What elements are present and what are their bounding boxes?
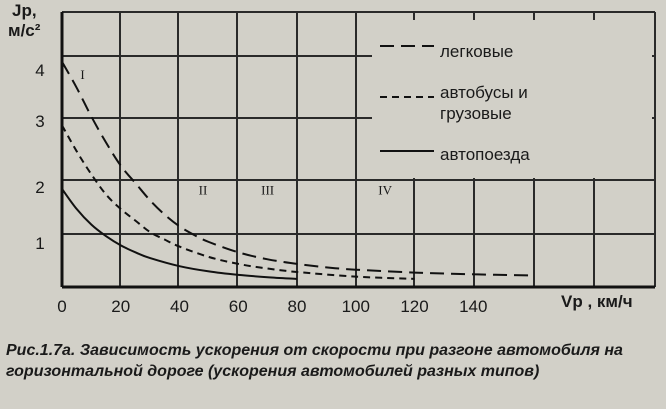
series-line-1 — [61, 61, 533, 277]
chart-tick-labels: 0 20 40 60 80 100 120 140 1 2 3 4 — [35, 61, 487, 316]
x-axis-label: Vp , км/ч — [561, 292, 633, 311]
x-tick-label: 120 — [400, 297, 428, 316]
legend-label-2: автобусы и грузовые — [440, 83, 528, 123]
chart-legend: легковые автобусы и грузовые автопоезда — [372, 20, 652, 178]
y-axis-unit: м/с² — [8, 21, 41, 40]
chart-series — [61, 61, 533, 280]
legend-label-3: автопоезда — [440, 145, 530, 164]
series-line-3 — [61, 188, 298, 280]
figure-caption: Рис.1.7а. Зависимость ускорения от скоро… — [6, 342, 623, 380]
chart-zone-labels: III III IV — [80, 67, 392, 198]
zone-label: I — [80, 67, 84, 82]
x-tick-label: 0 — [57, 297, 66, 316]
chart-axes — [60, 12, 655, 289]
zone-label: IV — [378, 183, 392, 198]
y-axis-label: Jp, — [12, 1, 37, 20]
legend-label-1: легковые — [440, 42, 513, 61]
x-tick-label: 60 — [229, 297, 248, 316]
zone-label: II — [199, 183, 208, 198]
x-tick-label: 20 — [111, 297, 130, 316]
y-tick-label: 2 — [35, 178, 44, 197]
x-tick-label: 100 — [342, 297, 370, 316]
y-tick-label: 3 — [35, 112, 44, 131]
x-tick-label: 80 — [288, 297, 307, 316]
zone-label: III — [261, 183, 274, 198]
x-tick-label: 40 — [170, 297, 189, 316]
series-line-2 — [61, 124, 415, 280]
x-tick-label: 140 — [459, 297, 487, 316]
y-tick-label: 4 — [35, 61, 44, 80]
y-tick-label: 1 — [35, 234, 44, 253]
